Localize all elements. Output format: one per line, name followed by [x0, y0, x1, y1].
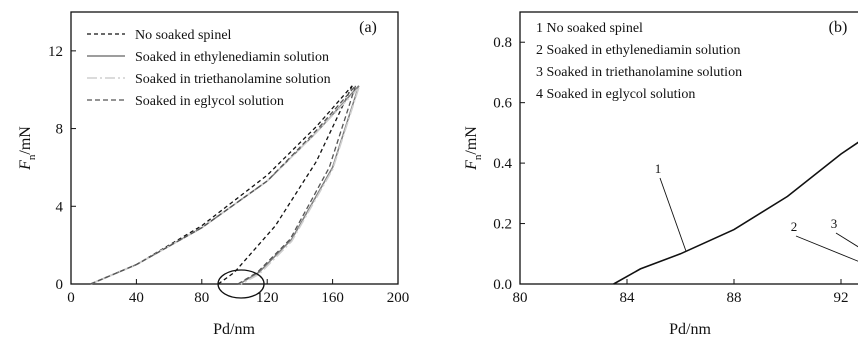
x-tick-label-b: 80 [513, 290, 528, 306]
series-a-1-loading [90, 85, 353, 285]
panel-label-b: (b) [829, 19, 848, 36]
panel-label-a: (a) [359, 19, 377, 36]
legend-entry-a-4: Soaked in eglycol solution [135, 94, 284, 109]
y-tick-label-a: 4 [56, 199, 64, 215]
y-axis-label-b-unit: /mN [463, 126, 480, 155]
y-axis-label-b-sub: n [472, 154, 484, 160]
callout-label-2: 2 [791, 219, 798, 234]
panel-b: 80848892960.00.20.40.60.8 123 1 No soake… [463, 11, 858, 338]
callout-label-1: 1 [655, 161, 662, 176]
y-tick-label-b: 0.8 [493, 35, 512, 51]
callout-label-3: 3 [831, 216, 838, 231]
x-tick-label-b: 88 [727, 290, 742, 306]
plot-frame-b [519, 11, 858, 285]
series-a-2-loading [90, 85, 360, 285]
legend-entry-a-2: Soaked in ethylenediamin solution [135, 50, 329, 65]
legend-entry-b-2: 2 Soaked in ethylenediamin solution [536, 43, 741, 58]
y-axis-label-a: Fn/mN [17, 126, 38, 171]
x-tick-label-a: 0 [67, 290, 75, 306]
plot-frame-a [70, 11, 399, 285]
x-axis-label-a: Pd/nm [213, 321, 255, 338]
y-axis-label-b-main: F [463, 160, 480, 171]
x-tick-label-a: 120 [256, 290, 279, 306]
series-b-1 [613, 141, 858, 285]
x-tick-label-a: 160 [321, 290, 344, 306]
series-a-3-unloading [240, 87, 360, 285]
callout-leader-3 [835, 232, 858, 248]
svg-text:Fn/mN: Fn/mN [17, 126, 38, 171]
y-axis-label-b: Fn/mN [463, 126, 484, 171]
y-tick-label-b: 0.0 [493, 277, 512, 293]
svg-text:Fn/mN: Fn/mN [463, 126, 484, 171]
panel-a: 0 40 80 120 160 200 0 4 8 12 No soaked spinel Soak… [17, 11, 410, 338]
x-tick-label-a: 200 [387, 290, 410, 306]
legend-entry-b-3: 3 Soaked in triethanolamine solution [536, 65, 742, 80]
series-a-4-loading [90, 85, 356, 285]
legend-entry-b-1: 1 No soaked spinel [536, 21, 643, 36]
legend-entry-b-4: 4 Soaked in eglycol solution [536, 87, 695, 102]
x-tick-label-b: 84 [620, 290, 636, 306]
highlight-ellipse [217, 269, 265, 299]
legend-entry-a-3: Soaked in triethanolamine solution [135, 72, 331, 87]
legend-a: No soaked spinel Soaked in ethylenediamin… [87, 28, 331, 109]
y-tick-label-a: 0 [56, 277, 64, 293]
callout-leader-2 [795, 235, 858, 262]
y-axis-label-a-sub: n [26, 154, 38, 160]
x-tick-label-b: 92 [834, 290, 849, 306]
y-tick-label-a: 8 [56, 122, 64, 138]
y-tick-label-a: 12 [48, 44, 63, 60]
legend-b: 1 No soaked spinel 2 Soaked in ethylenedi… [536, 21, 742, 102]
series-a-4-unloading [237, 85, 357, 285]
callout-leader-1 [659, 177, 687, 251]
legend-entry-a-1: No soaked spinel [135, 28, 232, 43]
y-axis-label-a-unit: /mN [17, 126, 34, 155]
y-tick-label-b: 0.2 [493, 217, 512, 233]
y-tick-label-b: 0.4 [493, 156, 512, 172]
y-axis-label-a-main: F [17, 160, 34, 171]
y-tick-label-b: 0.6 [493, 96, 512, 112]
series-a-2-unloading [239, 85, 360, 285]
x-tick-label-a: 40 [129, 290, 144, 306]
x-axis-label-b: Pd/nm [669, 321, 711, 338]
x-tick-label-a: 80 [194, 290, 209, 306]
